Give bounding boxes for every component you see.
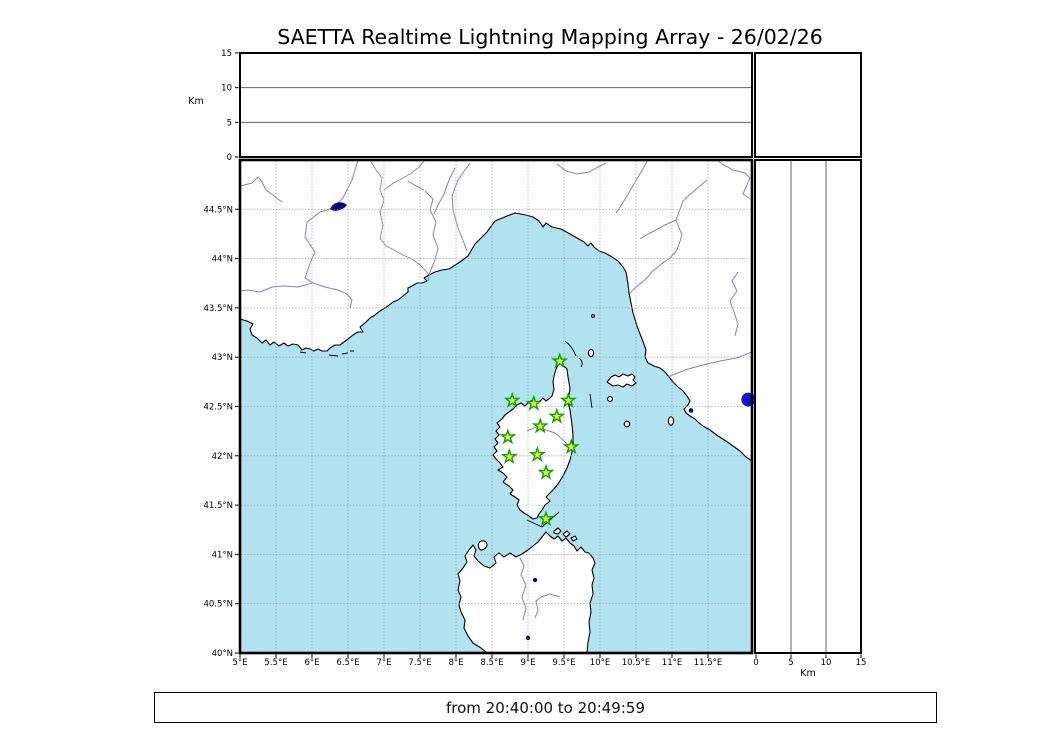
top-altitude-tick-label: 15 bbox=[221, 49, 232, 59]
islet-marks bbox=[299, 340, 593, 528]
axis-ticks bbox=[235, 52, 862, 658]
lon-tick-label: 10°E bbox=[590, 658, 610, 668]
lon-tick-label: 11°E bbox=[662, 658, 682, 668]
lon-tick-label: 7°E bbox=[376, 658, 391, 668]
lon-tick-label: 5.5°E bbox=[264, 658, 287, 668]
time-range-text: from 20:40:00 to 20:49:59 bbox=[445, 698, 645, 717]
right-altitude-tick-label: 5 bbox=[788, 658, 793, 668]
country-borders bbox=[369, 160, 431, 277]
maddalena-islands bbox=[553, 527, 578, 542]
right-altitude-tick-label: 15 bbox=[856, 658, 867, 668]
station-star-icon bbox=[528, 445, 546, 463]
montecristo-island bbox=[623, 420, 631, 428]
capraia-island bbox=[587, 348, 595, 358]
lon-tick-label: 5°E bbox=[232, 658, 247, 668]
station-star-icon bbox=[531, 417, 549, 434]
lat-tick-label: 40°N bbox=[212, 649, 233, 659]
lat-tick-label: 42.5°N bbox=[203, 403, 233, 413]
lon-tick-label: 11.5°E bbox=[694, 658, 723, 668]
station-star-icon bbox=[537, 509, 555, 527]
corner-panel bbox=[754, 52, 862, 158]
station-star-icon bbox=[548, 407, 566, 424]
station-star-icon bbox=[559, 391, 577, 408]
lat-tick-label: 41°N bbox=[212, 550, 233, 560]
lon-tick-label: 6.5°E bbox=[336, 658, 359, 668]
altitude-panel-gridlines bbox=[241, 87, 827, 652]
lon-tick-label: 9°E bbox=[520, 658, 535, 668]
giglio-island bbox=[667, 416, 675, 426]
lon-tick-label: 8°E bbox=[448, 658, 463, 668]
station-star-icon bbox=[499, 428, 517, 445]
top-altitude-tick-label: 5 bbox=[227, 118, 232, 128]
station-markers bbox=[499, 352, 580, 527]
station-star-icon bbox=[551, 352, 569, 369]
top-altitude-tick-label: 10 bbox=[221, 84, 232, 94]
right-altitude-tick-label: 0 bbox=[753, 658, 758, 668]
station-star-icon bbox=[525, 394, 543, 411]
lat-tick-label: 44°N bbox=[212, 255, 233, 265]
station-star-icon bbox=[503, 391, 521, 408]
axis-labels: 5°E 5.5°E 6°E 6.5°E 7°E 7.5°E 8°E 8.5°E 9°E 9.5°E… bbox=[188, 49, 866, 679]
panel-frames bbox=[238, 52, 862, 655]
gorgona-island bbox=[591, 314, 595, 318]
time-range-box: from 20:40:00 to 20:49:59 bbox=[154, 692, 937, 723]
km-axis-label-bottom: Km bbox=[800, 668, 815, 679]
lon-tick-label: 6°E bbox=[304, 658, 319, 668]
lat-tick-label: 44.5°N bbox=[203, 205, 233, 215]
lat-tick-label: 42°N bbox=[212, 452, 233, 462]
right-altitude-tick-label: 10 bbox=[821, 658, 832, 668]
lon-tick-label: 9.5°E bbox=[552, 658, 575, 668]
elba-island bbox=[606, 373, 637, 388]
km-axis-label-left: Km bbox=[188, 96, 203, 107]
top-altitude-panel bbox=[239, 52, 753, 158]
lon-tick-label: 8.5°E bbox=[480, 658, 503, 668]
lat-tick-label: 40.5°N bbox=[203, 600, 233, 610]
station-star-icon bbox=[537, 463, 555, 480]
lon-tick-label: 7.5°E bbox=[408, 658, 431, 668]
pianosa-island bbox=[607, 396, 613, 402]
page-title: SAETTA Realtime Lightning Mapping Array … bbox=[277, 25, 823, 49]
map-frame bbox=[238, 158, 754, 655]
top-altitude-tick-label: 0 bbox=[227, 153, 232, 163]
asinara-island bbox=[477, 540, 488, 551]
station-star-icon bbox=[500, 447, 518, 464]
station-star-icon bbox=[562, 437, 580, 455]
lat-tick-label: 43°N bbox=[212, 353, 233, 363]
lat-tick-label: 41.5°N bbox=[203, 501, 233, 511]
right-altitude-panel bbox=[754, 159, 862, 654]
lon-tick-label: 10.5°E bbox=[622, 658, 651, 668]
lat-tick-label: 43.5°N bbox=[203, 304, 233, 314]
